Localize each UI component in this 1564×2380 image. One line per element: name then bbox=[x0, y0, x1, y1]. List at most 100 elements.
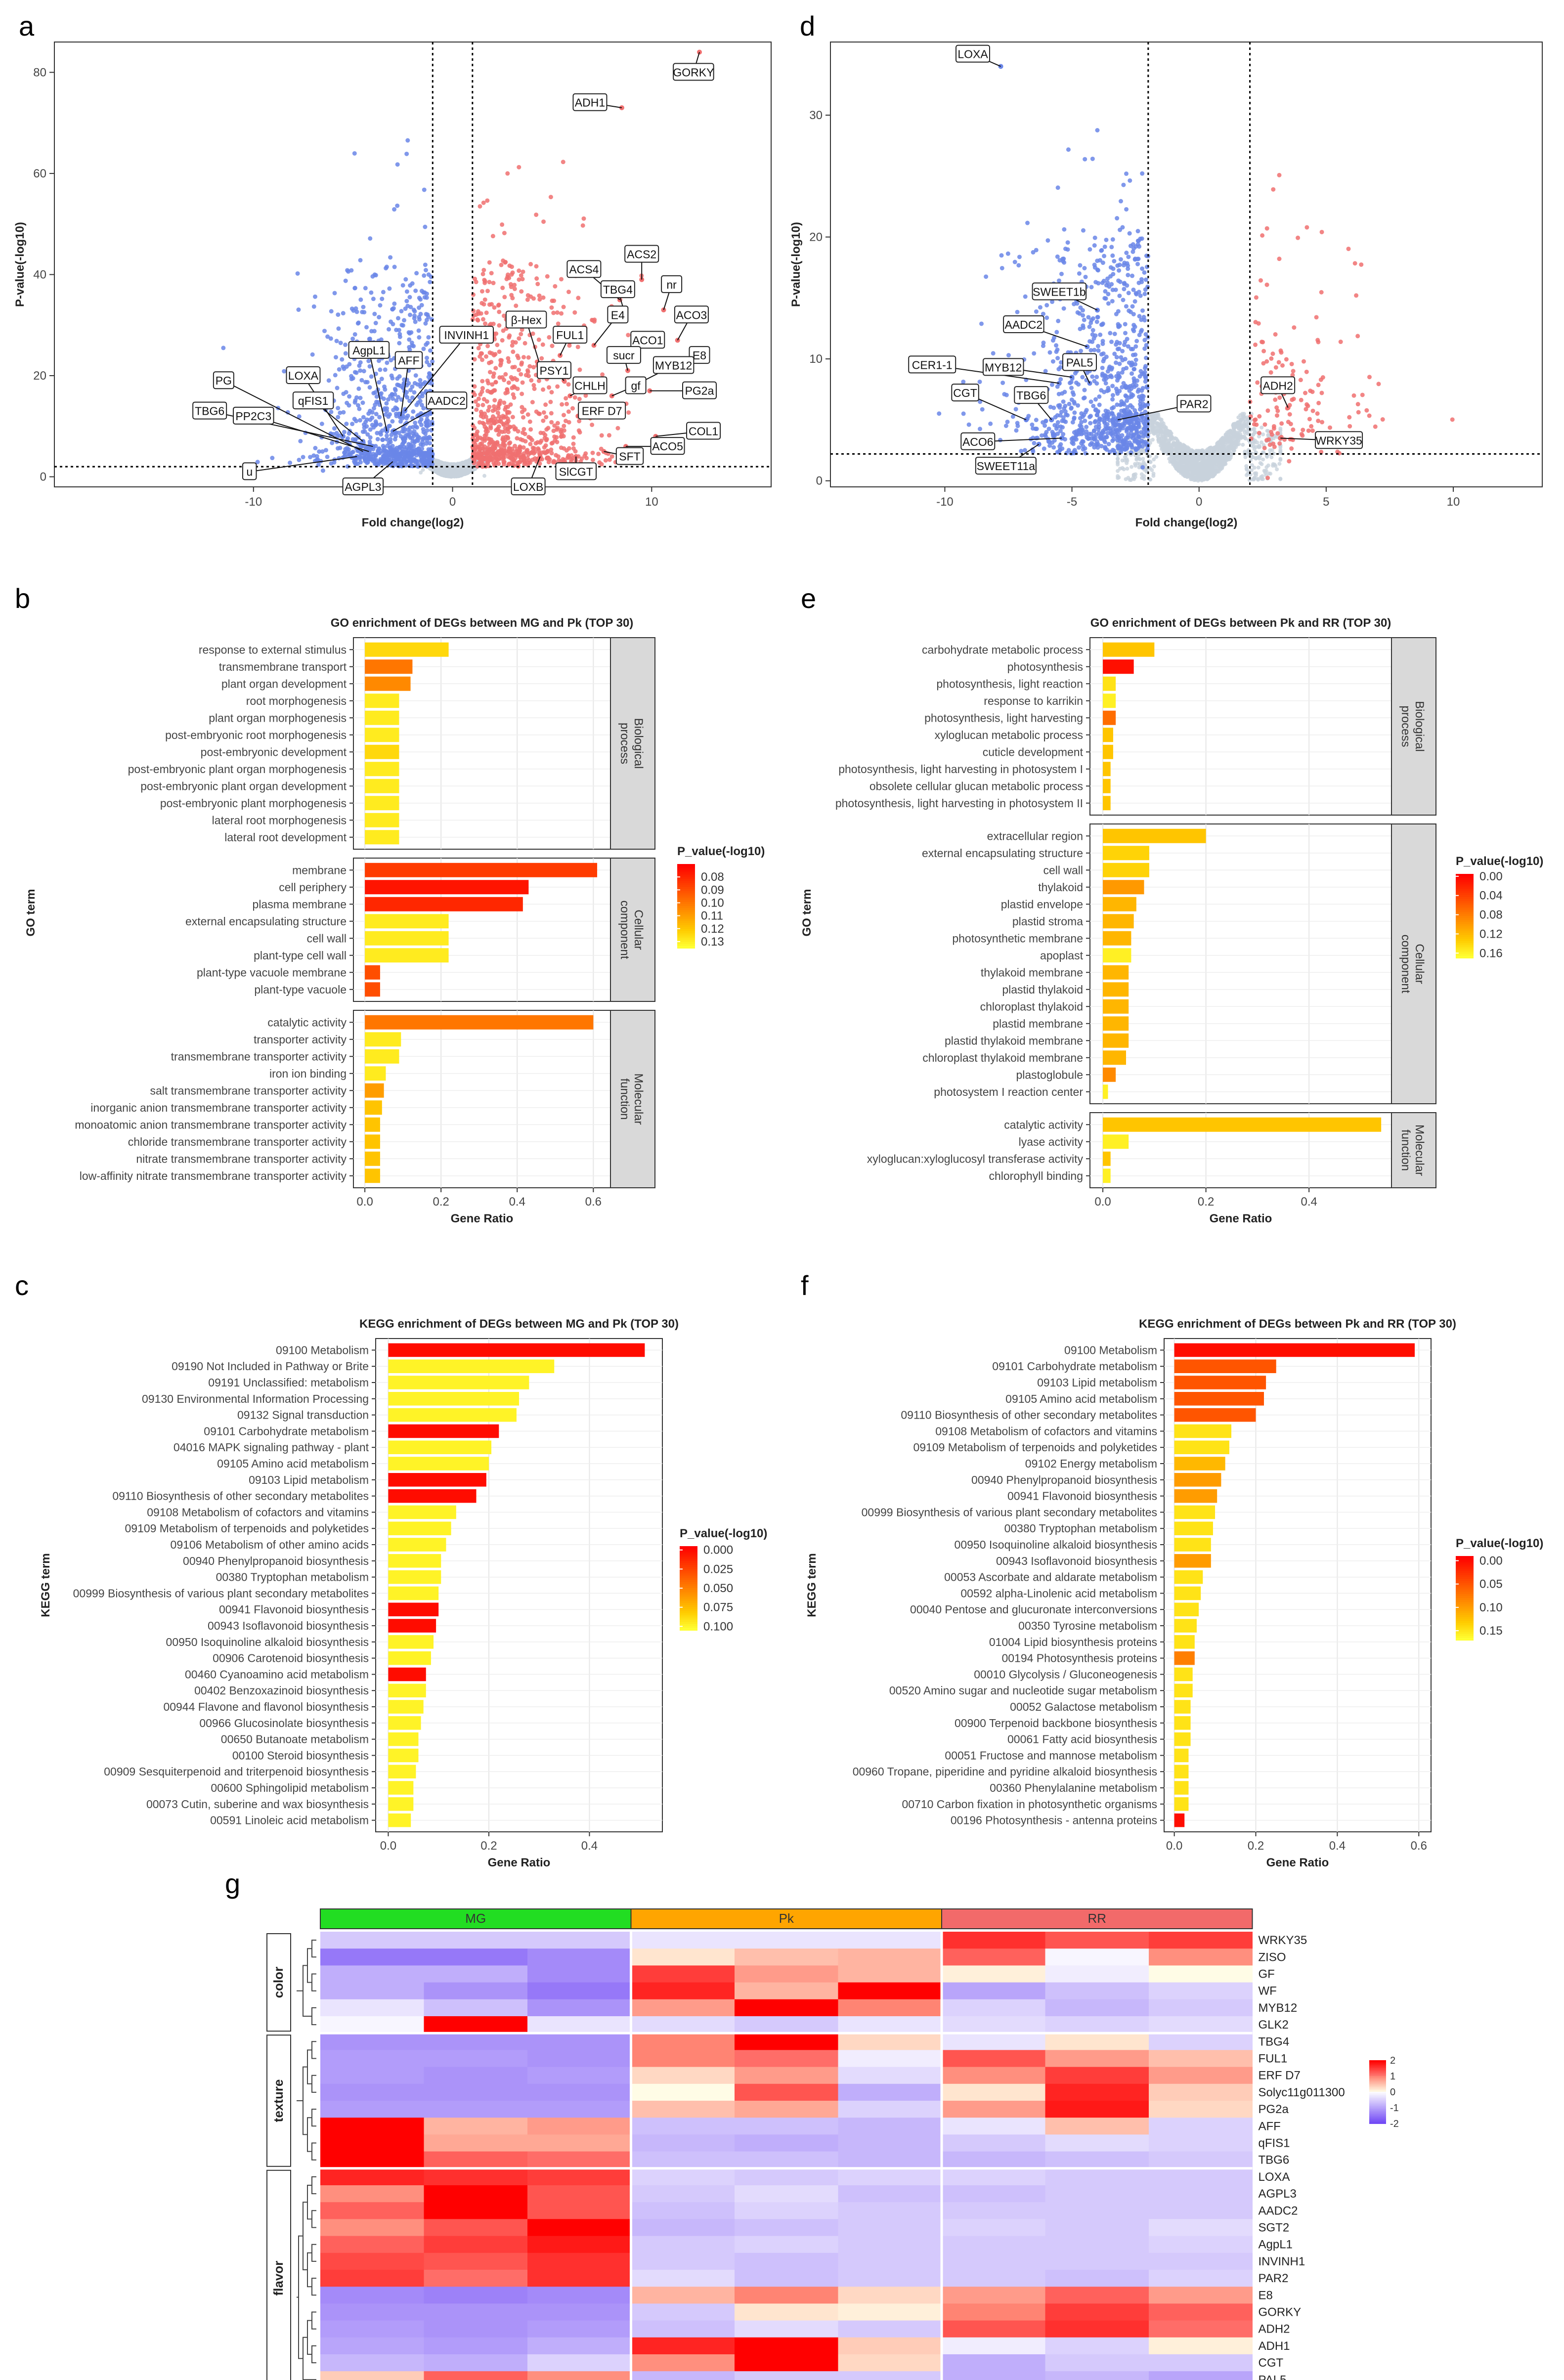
up-point bbox=[480, 421, 485, 426]
up-point bbox=[596, 451, 601, 456]
ns-point bbox=[1116, 469, 1120, 473]
down-point bbox=[423, 224, 428, 229]
down-point bbox=[336, 406, 341, 411]
up-point bbox=[505, 171, 510, 176]
up-point bbox=[479, 389, 484, 394]
down-point bbox=[221, 346, 226, 350]
up-point bbox=[523, 373, 528, 378]
up-point bbox=[490, 234, 495, 239]
up-point bbox=[577, 419, 582, 424]
up-point bbox=[497, 323, 502, 328]
down-point bbox=[377, 315, 382, 320]
down-point bbox=[314, 454, 319, 459]
up-point bbox=[492, 398, 497, 403]
down-point bbox=[412, 316, 417, 321]
down-point bbox=[395, 382, 400, 387]
gene-label: ERF D7 bbox=[582, 405, 622, 418]
up-point bbox=[536, 337, 541, 342]
down-point bbox=[378, 367, 383, 372]
up-point bbox=[522, 341, 527, 346]
up-point bbox=[512, 364, 517, 369]
down-point bbox=[428, 436, 433, 441]
up-point bbox=[566, 409, 571, 414]
up-point bbox=[515, 453, 520, 458]
down-point bbox=[419, 423, 424, 428]
ns-point bbox=[1239, 418, 1243, 422]
up-point bbox=[526, 355, 531, 360]
gene-label: SlCGT bbox=[559, 465, 593, 478]
down-point bbox=[390, 450, 395, 455]
down-point bbox=[393, 388, 398, 393]
down-point bbox=[407, 337, 412, 342]
up-point bbox=[548, 195, 553, 200]
down-point bbox=[421, 346, 426, 351]
down-point bbox=[366, 358, 371, 363]
ns-point bbox=[1254, 445, 1259, 449]
up-point bbox=[506, 419, 511, 424]
down-point bbox=[313, 446, 318, 451]
up-point bbox=[476, 403, 480, 408]
up-point bbox=[599, 462, 604, 467]
up-point bbox=[566, 382, 571, 387]
down-point bbox=[358, 258, 363, 262]
down-point bbox=[366, 411, 371, 416]
up-point bbox=[491, 374, 496, 379]
ns-point bbox=[1152, 464, 1156, 469]
up-point bbox=[549, 411, 554, 416]
down-point bbox=[326, 378, 331, 383]
up-point bbox=[481, 267, 486, 272]
up-point bbox=[541, 387, 546, 392]
down-point bbox=[373, 321, 378, 326]
up-point bbox=[501, 451, 506, 456]
down-point bbox=[411, 449, 416, 454]
up-point bbox=[510, 415, 515, 420]
down-point bbox=[404, 289, 409, 294]
up-point bbox=[479, 357, 484, 362]
down-point bbox=[373, 423, 378, 428]
ns-point bbox=[1221, 448, 1226, 452]
down-point bbox=[310, 352, 315, 357]
down-point bbox=[352, 459, 357, 464]
ns-point bbox=[1193, 467, 1198, 472]
down-point bbox=[363, 380, 368, 385]
up-point bbox=[496, 424, 501, 429]
ns-point bbox=[1268, 472, 1273, 476]
y-axis-label: P-value(-log10) bbox=[13, 222, 27, 307]
up-point bbox=[512, 427, 517, 432]
up-point bbox=[497, 456, 502, 461]
gene-label: β-Hex bbox=[511, 314, 542, 327]
up-point bbox=[480, 317, 485, 322]
up-point bbox=[530, 400, 535, 405]
ns-point bbox=[1186, 473, 1191, 477]
up-point bbox=[575, 345, 580, 349]
up-point bbox=[497, 452, 502, 457]
ns-point bbox=[1256, 476, 1260, 481]
up-point bbox=[555, 384, 560, 389]
up-point bbox=[503, 372, 508, 377]
down-point bbox=[410, 384, 415, 389]
up-point bbox=[501, 415, 506, 420]
down-point bbox=[367, 336, 372, 341]
down-point bbox=[395, 162, 400, 167]
down-point bbox=[389, 319, 393, 324]
down-point bbox=[373, 273, 378, 278]
ns-point bbox=[1258, 461, 1262, 465]
ns-point bbox=[1196, 449, 1201, 453]
up-point bbox=[570, 406, 575, 411]
ns-point bbox=[462, 461, 467, 465]
ns-point bbox=[1152, 457, 1156, 462]
down-point bbox=[392, 301, 397, 306]
up-point bbox=[566, 290, 571, 295]
down-point bbox=[398, 459, 403, 464]
up-point bbox=[535, 440, 540, 445]
up-point bbox=[502, 400, 507, 405]
up-point bbox=[590, 450, 595, 455]
ns-point bbox=[1184, 446, 1189, 451]
y-tick-label: 40 bbox=[33, 268, 46, 281]
down-point bbox=[390, 376, 395, 381]
down-point bbox=[402, 318, 407, 323]
down-point bbox=[388, 255, 393, 260]
up-point bbox=[521, 415, 526, 420]
up-point bbox=[561, 304, 566, 309]
down-point bbox=[332, 291, 337, 296]
